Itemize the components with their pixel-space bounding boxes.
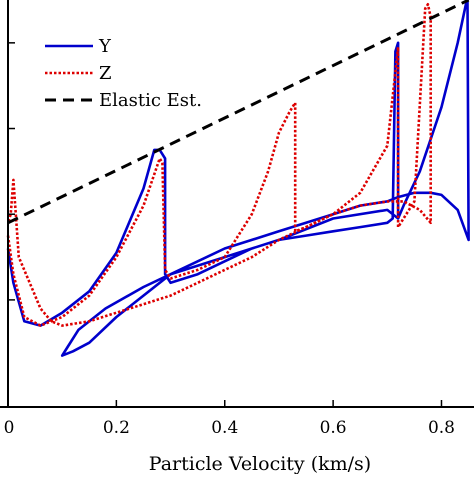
legend-label: Elastic Est.	[99, 90, 202, 111]
x-tick-label: 0.4	[211, 418, 238, 438]
series-line-y	[6, 0, 470, 357]
x-tick-label: 0.2	[103, 418, 130, 438]
x-tick-label: 0.6	[320, 418, 347, 438]
axes-layer	[0, 0, 474, 408]
series-line-z	[6, 3, 433, 327]
legend: YZ Elastic Est.	[45, 36, 202, 111]
legend-label: Y	[98, 36, 112, 57]
series-line-elastic-est	[7, 0, 470, 225]
x-tick-label: 0	[4, 418, 15, 438]
x-ticks: 0 0.2 0.4 0.6 0.8	[4, 400, 455, 438]
x-axis-title: Particle Velocity (km/s)	[149, 453, 371, 474]
x-tick-label: 0.8	[428, 418, 455, 438]
y-ticks	[8, 42, 15, 301]
series-layer	[6, 0, 470, 357]
legend-label: Z	[99, 63, 112, 84]
